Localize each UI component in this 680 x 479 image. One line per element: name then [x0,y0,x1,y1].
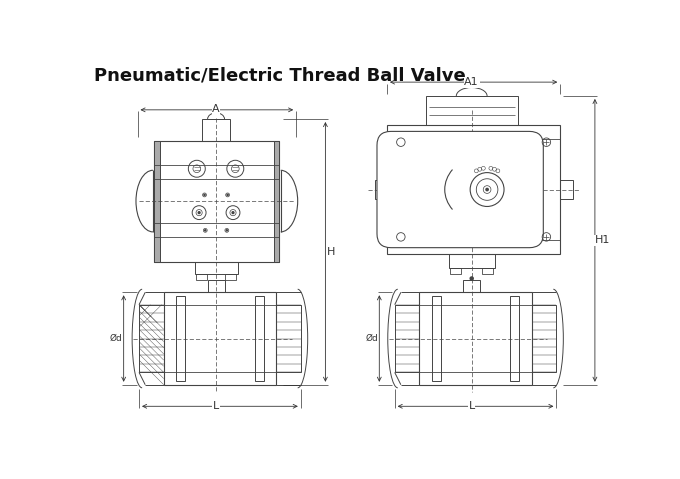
Bar [510,296,520,381]
Circle shape [226,230,227,231]
Text: A: A [212,104,220,114]
Bar [154,141,279,262]
Bar [202,119,230,141]
Text: L: L [469,401,475,411]
Bar [276,305,301,372]
Bar [207,280,224,292]
Circle shape [205,230,206,231]
Circle shape [204,194,205,195]
Bar [450,268,461,274]
Circle shape [198,212,200,214]
Text: A1: A1 [464,77,479,87]
Bar [420,292,532,385]
Bar [194,262,237,274]
Bar [154,141,160,262]
Text: Ød: Ød [365,334,378,343]
Bar [394,305,420,372]
Bar [254,296,264,381]
Bar [483,268,493,274]
Bar [274,141,279,262]
Bar [375,180,387,199]
Bar [560,180,573,199]
Bar [164,292,276,385]
Text: L: L [213,401,219,411]
Bar [432,296,441,381]
Bar [196,274,207,280]
Bar [176,296,185,381]
Circle shape [232,212,234,214]
Bar [139,305,164,372]
Circle shape [486,188,488,191]
Circle shape [227,194,228,195]
Bar [426,96,518,125]
Text: Pneumatic/Electric Thread Ball Valve: Pneumatic/Electric Thread Ball Valve [95,67,466,85]
Bar [532,305,556,372]
Bar [449,254,495,268]
Bar [225,274,236,280]
FancyBboxPatch shape [377,131,543,248]
Circle shape [470,277,473,280]
Bar [463,280,480,292]
Text: H1: H1 [595,235,610,245]
Text: Ød: Ød [109,334,122,343]
Bar [387,125,560,254]
Text: H: H [327,247,336,257]
